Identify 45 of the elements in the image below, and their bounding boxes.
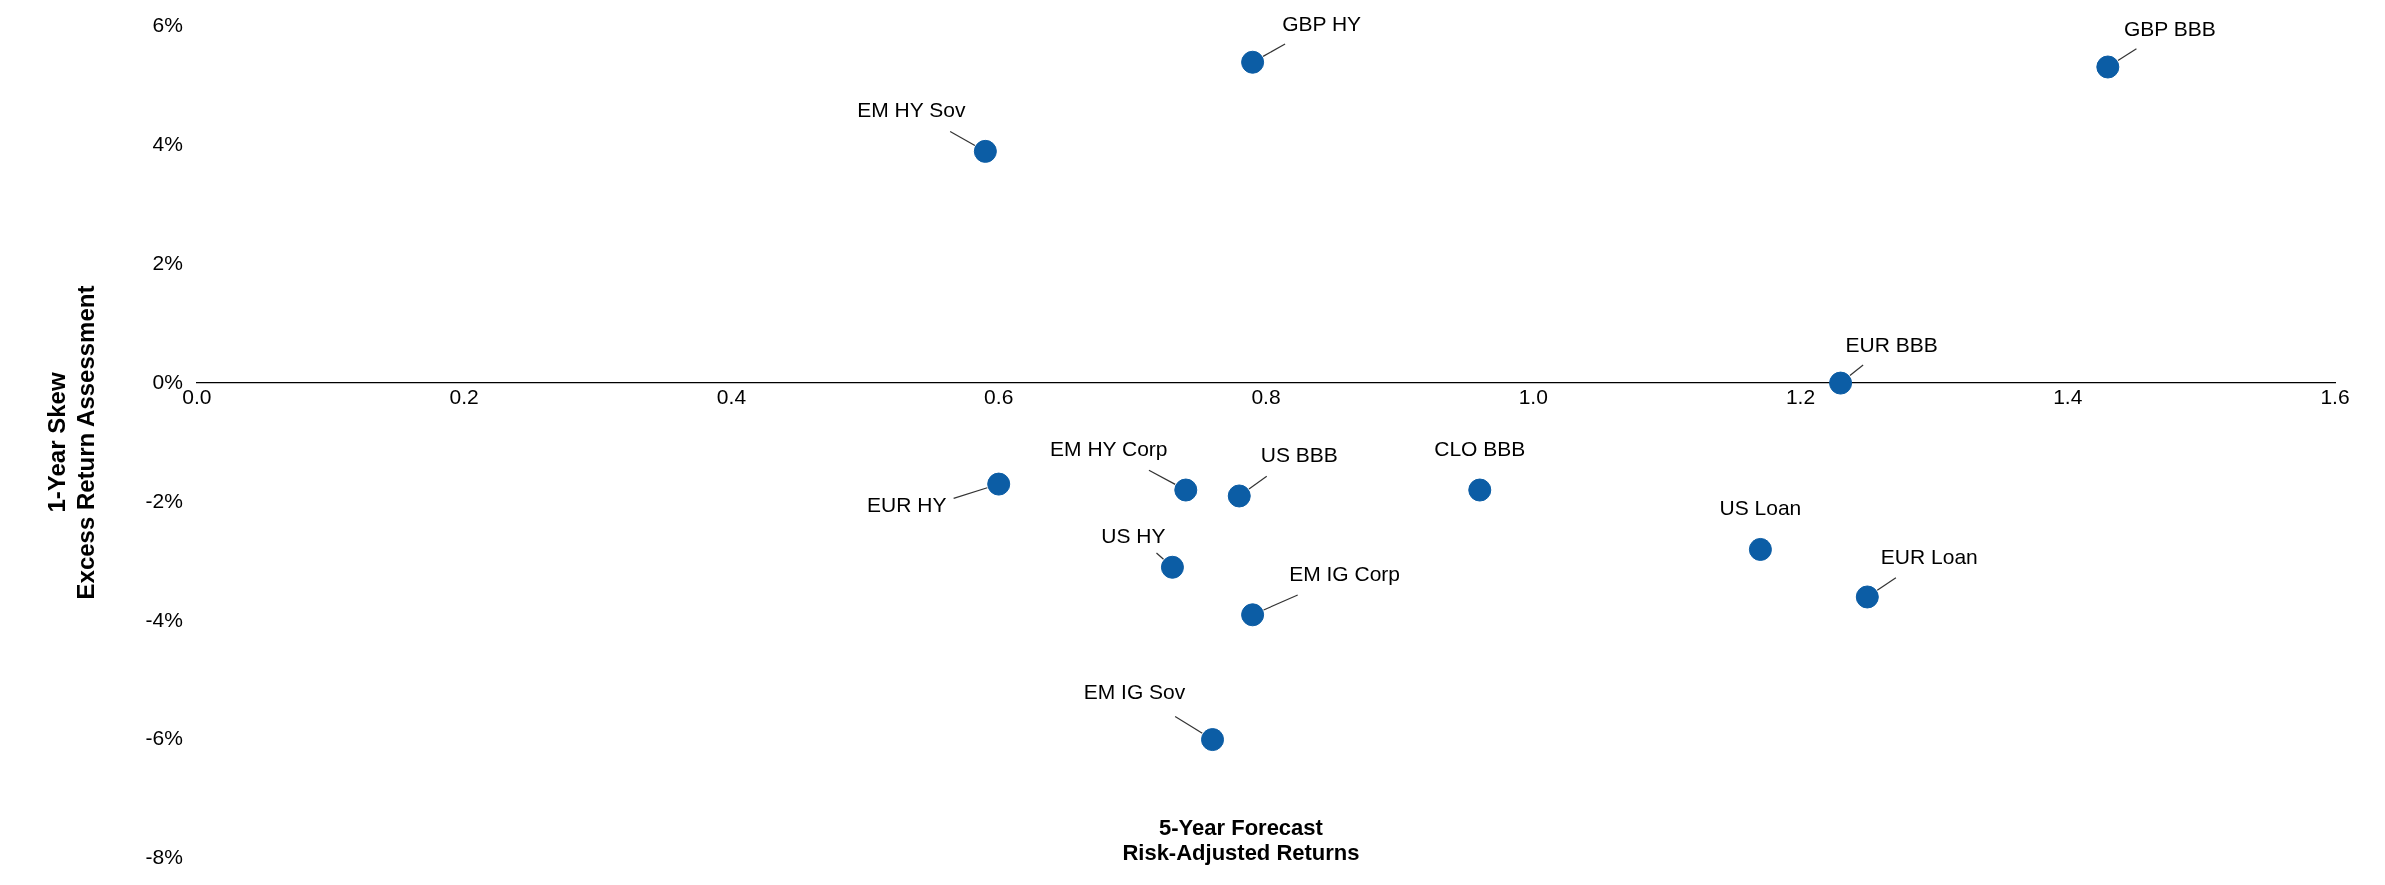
y-tick-label: 6% [152,13,183,37]
x-tick-label: 1.6 [2320,385,2350,409]
point [973,139,997,163]
point [1855,585,1879,609]
x-tick-label: 0.6 [984,385,1014,409]
point [1160,555,1184,579]
annotation: US BBB [1260,442,1338,466]
x-tick-label: 1.0 [1518,385,1548,409]
y-tick-label: 4% [152,132,183,156]
x-tick-label: 0.4 [716,385,747,409]
x-tick-label: 0.0 [182,385,212,409]
x-tick-label: 0.2 [449,385,479,409]
point [1241,603,1265,627]
x-axis-title: 5-Year Forecast Risk-Adjusted Returns [1122,815,1360,866]
point [1748,537,1772,561]
point [1468,478,1492,502]
annotation: EUR HY [867,492,947,516]
y-tick-label: 2% [152,251,183,275]
point [1829,371,1853,395]
annotation: US Loan [1719,496,1802,520]
point [987,472,1011,496]
annotation: GBP BBB [2123,16,2216,40]
y-tick-label: 0% [152,369,183,393]
y-axis-title: 1-Year Skew Excess Return Assessment [43,285,99,600]
point [2096,55,2120,79]
point [1227,484,1251,508]
annotation: EUR Loan [1880,544,1978,568]
annotation: EUR BBB [1845,332,1938,356]
annotation: EM HY Corp [1050,436,1168,460]
point [1201,728,1225,752]
x-tick-label: 1.2 [1785,385,1816,409]
annotation: EM HY Sov [857,98,966,122]
y-tick-label: -4% [145,607,183,631]
x-tick-label: 0.8 [1251,385,1281,409]
y-tick-label: -2% [145,488,183,512]
annotation: GBP HY [1282,12,1362,36]
point [1241,50,1265,74]
point [1174,478,1198,502]
annotation: EM IG Corp [1289,561,1401,585]
y-tick-label: -8% [145,845,183,869]
y-tick-label: -6% [145,726,183,750]
annotation: EM IG Sov [1083,680,1186,704]
annotation: CLO BBB [1434,436,1526,460]
annotation: US HY [1101,524,1166,548]
x-tick-label: 1.4 [2053,385,2083,409]
